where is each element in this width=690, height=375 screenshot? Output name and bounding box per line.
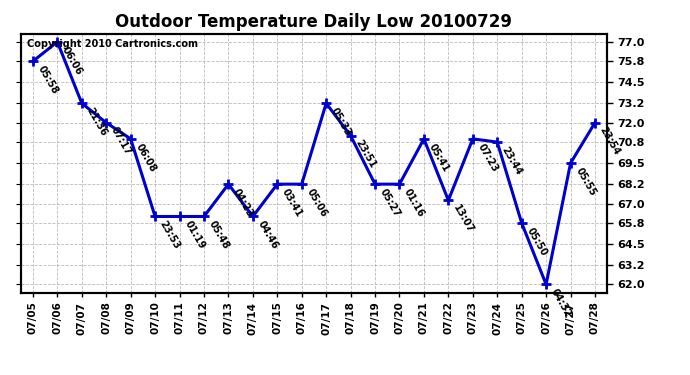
Text: 05:58: 05:58 [36, 64, 60, 96]
Text: 05:48: 05:48 [207, 219, 231, 251]
Text: 04:32: 04:32 [549, 287, 573, 319]
Text: 23:51: 23:51 [353, 138, 377, 170]
Text: 07:17: 07:17 [109, 126, 133, 158]
Text: 23:44: 23:44 [500, 145, 524, 177]
Text: 21:36: 21:36 [85, 106, 109, 138]
Text: 04:23: 04:23 [231, 187, 255, 219]
Text: 05:41: 05:41 [426, 142, 451, 174]
Text: 13:07: 13:07 [451, 203, 475, 235]
Text: 07:23: 07:23 [475, 142, 500, 174]
Title: Outdoor Temperature Daily Low 20100729: Outdoor Temperature Daily Low 20100729 [115, 13, 513, 31]
Text: 04:46: 04:46 [255, 219, 279, 251]
Text: 05:06: 05:06 [304, 187, 328, 219]
Text: 06:08: 06:08 [133, 142, 158, 174]
Text: 06:06: 06:06 [60, 45, 84, 76]
Text: 05:27: 05:27 [378, 187, 402, 219]
Text: 03:41: 03:41 [280, 187, 304, 219]
Text: 01:16: 01:16 [402, 187, 426, 219]
Text: 05:33: 05:33 [329, 106, 353, 138]
Text: 05:50: 05:50 [524, 226, 549, 258]
Text: 01:19: 01:19 [182, 219, 206, 251]
Text: Copyright 2010 Cartronics.com: Copyright 2010 Cartronics.com [26, 39, 197, 49]
Text: 23:54: 23:54 [598, 126, 622, 158]
Text: 23:53: 23:53 [158, 219, 182, 251]
Text: 05:55: 05:55 [573, 166, 598, 198]
